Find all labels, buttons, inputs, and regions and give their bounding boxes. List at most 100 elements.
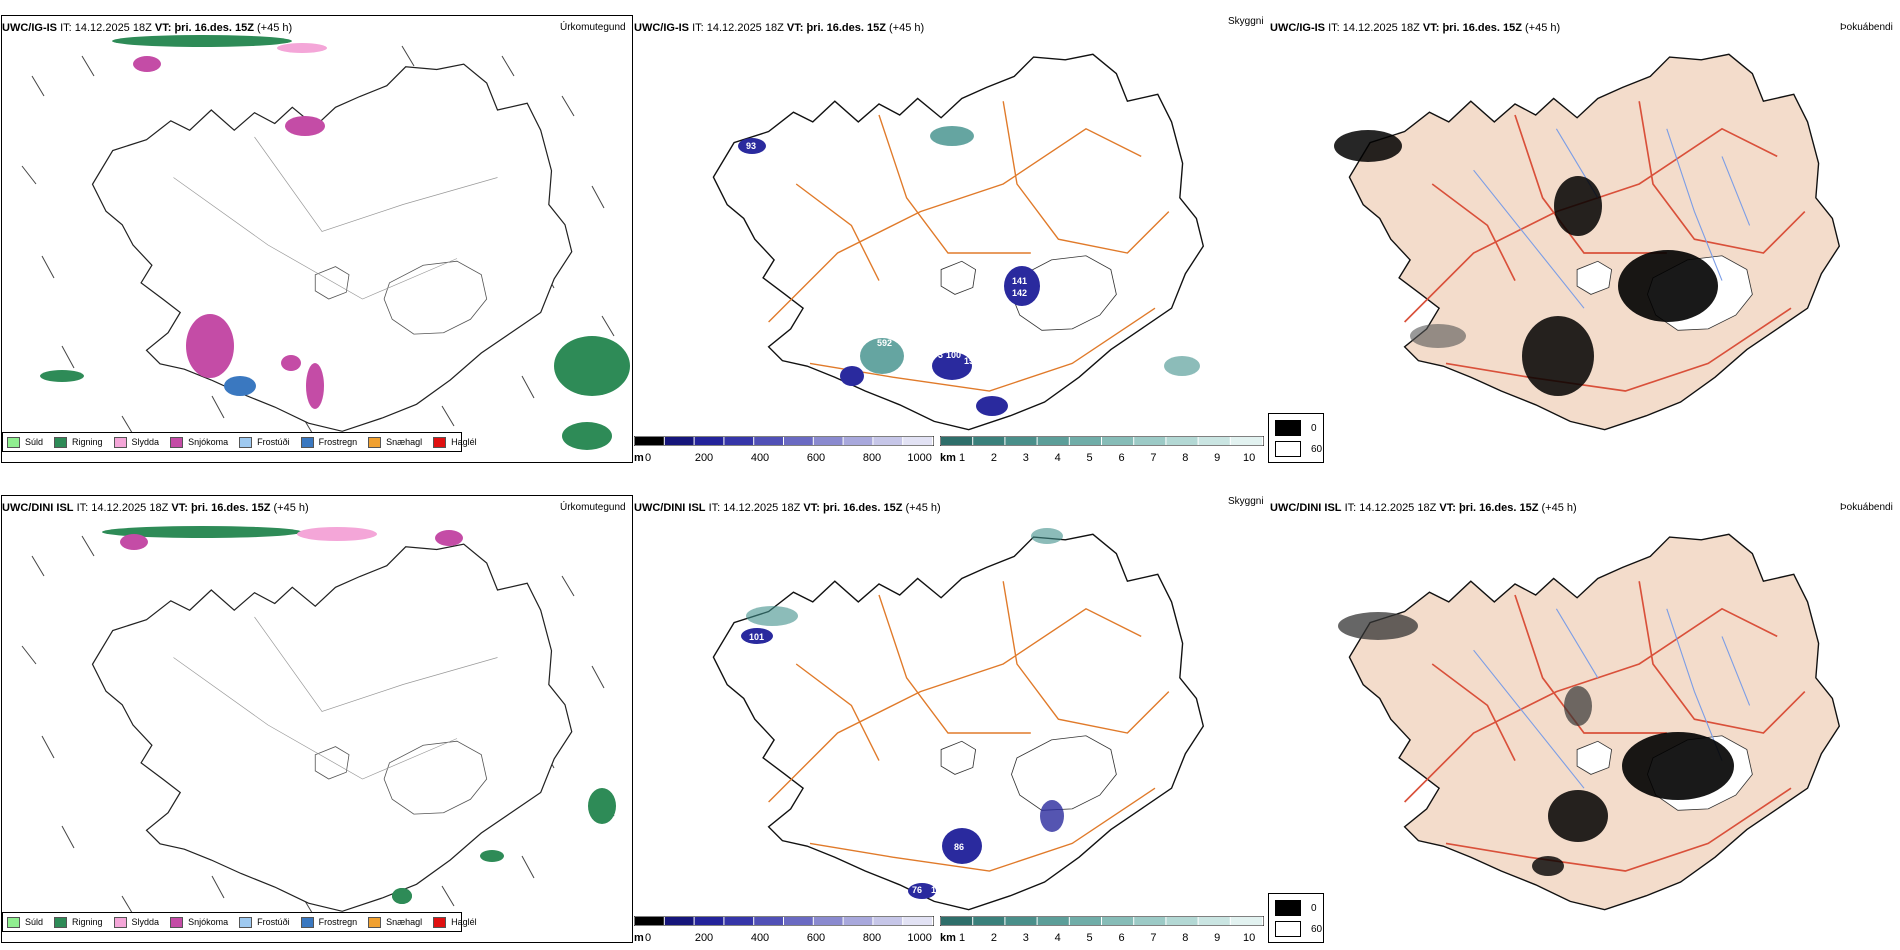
visibility-tick: 10: [1242, 932, 1256, 944]
colorbar-segment: [754, 437, 783, 445]
it-value: 14.12.2025 18Z: [91, 502, 169, 514]
ceiling-areas: [738, 126, 1200, 416]
colorbar-segment: [1069, 917, 1101, 925]
precip-type-map-bottom: [1, 495, 633, 943]
colorbar-segment: [813, 917, 843, 925]
cloud-legend-item: 0: [1275, 900, 1317, 916]
visibility-tick: 8: [1182, 932, 1189, 944]
ceiling-label: 100: [946, 350, 961, 360]
swatch: [170, 916, 184, 928]
vt-label: VT:: [803, 502, 820, 514]
legend-item: Frostúði: [239, 436, 290, 448]
legend-label: Rigning: [72, 437, 103, 447]
swatch: [113, 436, 127, 448]
ceiling-tick: 0: [644, 932, 652, 944]
colorbar-segment: [1230, 437, 1262, 445]
vt-value: þri. 16.des. 15Z: [190, 502, 271, 514]
cloud-legend-item: 60: [1275, 921, 1322, 937]
it-label: IT:: [1328, 22, 1340, 34]
colorbar-segment: [724, 917, 754, 925]
colorbar-segment: [694, 917, 724, 925]
panel-ceiling-visibility-bottom: UWC/DINI ISL IT: 14.12.2025 18Z VT: þri.…: [632, 488, 1324, 948]
panel-precip-type-bottom: UWC/DINI ISL IT: 14.12.2025 18Z VT: þri.…: [0, 488, 633, 948]
visibility-colorbar: [940, 916, 1264, 926]
swatch: [54, 436, 68, 448]
colorbar-segment: [724, 437, 754, 445]
precip-type-legend: Súld Rigning Slydda Snjókoma Frostúði Fr…: [2, 912, 477, 932]
visibility-tick: 6: [1118, 452, 1125, 464]
fog-areas: [1334, 130, 1718, 396]
visibility-tick: 6: [1118, 932, 1125, 944]
ceiling-unit: m: [634, 932, 644, 944]
ceiling-label: 101: [749, 632, 764, 642]
ceiling-label: 3: [938, 350, 943, 360]
ceiling-label: 73: [960, 393, 970, 403]
ceiling-tick: 800: [862, 932, 882, 944]
colorbar-segment: [941, 437, 973, 445]
legend-item: Frostregn: [300, 916, 357, 928]
colorbar-segment: [843, 917, 873, 925]
ceiling-label: 15: [964, 356, 974, 366]
colorbar-segment: [873, 437, 903, 445]
precip-type-title: Úrkomutegund: [560, 502, 626, 513]
colorbar-segment: [1102, 437, 1134, 445]
it-label: IT:: [692, 22, 704, 34]
panel-ceiling-visibility-top: UWC/IG-IS IT: 14.12.2025 18Z VT: þri. 16…: [632, 8, 1324, 468]
colorbar-segment: [873, 917, 903, 925]
visibility-tick: 1: [958, 932, 966, 944]
lead-time: (+45 h): [273, 502, 309, 514]
ceiling-value-labels: 101 86 76 1: [749, 632, 964, 895]
colorbar-segment: [1005, 437, 1037, 445]
visibility-scale-bottom: km 1 2 3 4 5 6 7 8 9 10: [940, 916, 1264, 946]
colorbar-segment: [1134, 917, 1166, 925]
cloud-legend-item: 60: [1275, 441, 1322, 457]
ceiling-tick: 200: [694, 452, 714, 464]
vt-label: VT:: [171, 502, 188, 514]
fog-map-top: [1278, 36, 1890, 436]
colorbar-segment: [1166, 917, 1198, 925]
visibility-tick: 5: [1086, 452, 1093, 464]
legend-label: Súld: [25, 437, 44, 447]
ceiling-tick: 200: [694, 932, 714, 944]
it-value: 14.12.2025 18Z: [74, 22, 152, 34]
ceiling-scale-bottom: m 0 200 400 600 800 1000: [634, 916, 934, 946]
visibility-tick: 9: [1214, 932, 1221, 944]
legend-item: Súld: [7, 436, 44, 448]
swatch: [368, 916, 382, 928]
it-label: IT:: [708, 502, 721, 514]
ceiling-tick: 600: [806, 932, 826, 944]
cloud-legend-label: 0: [1311, 422, 1317, 434]
ceiling-areas: [741, 528, 1064, 899]
swatch: [433, 436, 447, 448]
cloud-legend-label: 0: [1311, 902, 1317, 914]
cloud-base-title: Skyggni: [1228, 16, 1264, 27]
swatch: [7, 916, 20, 928]
swatch: [239, 916, 253, 928]
colorbar-segment: [664, 437, 694, 445]
legend-item: Snæhagl: [368, 436, 422, 448]
lead-time: (+45 h): [905, 502, 941, 514]
legend-label: Haglél: [451, 437, 477, 447]
lead-time: (+45 h): [1541, 502, 1577, 514]
ceiling-label: 86: [954, 842, 964, 852]
precip-type-map-top: [1, 15, 633, 463]
fog-areas: [1338, 612, 1734, 876]
ceiling-tick: 400: [750, 452, 770, 464]
swatch: [239, 436, 253, 448]
colorbar-segment: [903, 437, 932, 445]
lead-time: (+45 h): [889, 22, 925, 34]
ceiling-tick: 1000: [907, 932, 932, 944]
legend-item: Haglél: [433, 436, 477, 448]
visibility-tick: 8: [1182, 452, 1189, 464]
header-bottom-2: UWC/DINI ISL IT: 14.12.2025 18Z VT: þri.…: [634, 502, 941, 514]
it-value: 14.12.2025 18Z: [1359, 502, 1437, 514]
it-label: IT:: [1344, 502, 1357, 514]
legend-label: Frostúði: [257, 437, 290, 447]
ceiling-label: 76: [912, 885, 922, 895]
visibility-tick: 3: [1022, 932, 1029, 944]
visibility-colorbar: [940, 436, 1264, 446]
colorbar-segment: [1230, 917, 1262, 925]
colorbar-segment: [843, 437, 873, 445]
cloud-base-title: Skyggni: [1228, 496, 1264, 507]
ceiling-label: 141: [1012, 276, 1027, 286]
